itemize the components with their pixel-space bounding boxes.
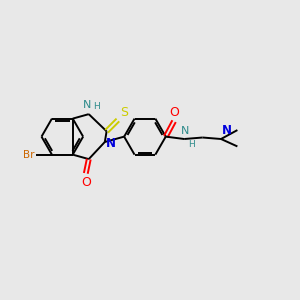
Text: N: N: [83, 100, 92, 110]
Text: H: H: [93, 103, 99, 112]
Text: H: H: [188, 140, 195, 149]
Text: O: O: [81, 176, 91, 189]
Text: N: N: [106, 137, 116, 150]
Text: N: N: [222, 124, 232, 136]
Text: N: N: [181, 126, 189, 136]
Text: O: O: [169, 106, 179, 119]
Text: S: S: [120, 106, 128, 119]
Text: Br: Br: [22, 150, 34, 160]
